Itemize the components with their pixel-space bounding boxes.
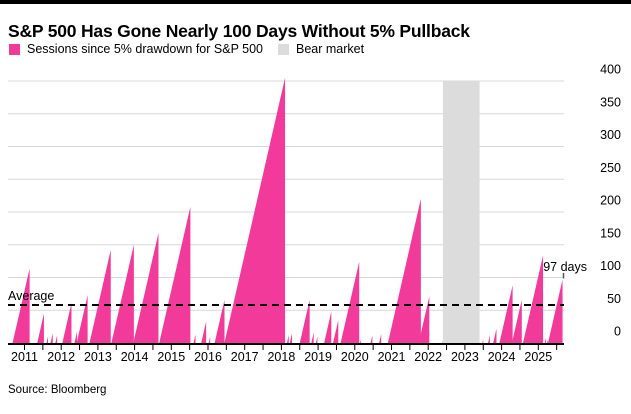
drawdown-run-18 xyxy=(289,333,293,343)
y-axis-label-300: 300 xyxy=(600,128,621,142)
drawdown-run-0 xyxy=(12,268,30,343)
x-axis-label-2024: 2024 xyxy=(488,350,516,364)
source-credit: Source: Bloomberg xyxy=(8,384,107,396)
x-axis-label-2019: 2019 xyxy=(304,350,332,364)
x-axis-label-2015: 2015 xyxy=(157,350,185,364)
current-run-annotation: 97 days xyxy=(543,260,587,274)
drawdown-run-35 xyxy=(493,328,497,343)
drawdown-run-25 xyxy=(360,339,362,343)
x-axis-label-2016: 2016 xyxy=(194,350,222,364)
x-axis-label-2014: 2014 xyxy=(121,350,149,364)
y-axis-label-0: 0 xyxy=(614,325,621,339)
drawdown-run-6 xyxy=(74,331,77,343)
bear-market-band xyxy=(442,81,480,343)
x-axis-label-2011: 2011 xyxy=(11,350,38,364)
y-axis-label-150: 150 xyxy=(600,226,621,240)
drawdown-run-4 xyxy=(55,335,58,343)
legend-swatch-bear-market xyxy=(278,43,290,55)
x-axis-label-2017: 2017 xyxy=(231,350,259,364)
drawdown-run-2 xyxy=(46,336,48,343)
drawdown-run-33 xyxy=(482,339,484,343)
x-axis-label-2023: 2023 xyxy=(451,350,479,364)
drawdown-run-15 xyxy=(214,299,225,343)
drawdown-run-28 xyxy=(387,198,421,343)
drawdown-run-10 xyxy=(133,232,159,343)
drawdown-run-8 xyxy=(89,249,111,343)
x-axis-label-2025: 2025 xyxy=(524,350,552,364)
drawdown-run-24 xyxy=(340,261,360,343)
y-axis-label-250: 250 xyxy=(600,161,621,175)
drawdown-run-20 xyxy=(311,332,314,343)
drawdown-run-39 xyxy=(522,255,544,343)
y-axis-label-400: 400 xyxy=(600,63,621,77)
drawdown-run-21 xyxy=(315,336,318,343)
drawdown-run-26 xyxy=(370,335,373,343)
drawdown-run-23 xyxy=(333,320,339,343)
x-axis-label-2012: 2012 xyxy=(47,350,75,364)
y-axis-label-100: 100 xyxy=(600,259,621,273)
drawdown-run-5 xyxy=(62,303,72,343)
drawdown-run-41 xyxy=(546,339,548,343)
drawdown-run-36 xyxy=(499,285,513,343)
drawdown-run-9 xyxy=(111,244,134,343)
x-axis-label-2022: 2022 xyxy=(414,350,442,364)
drawdown-run-42 xyxy=(547,279,563,343)
legend-label-bear-market: Bear market xyxy=(296,42,365,56)
drawdown-run-7 xyxy=(76,295,88,343)
legend-swatch-sessions xyxy=(9,43,20,55)
drawdown-run-13 xyxy=(201,321,207,343)
drawdown-run-14 xyxy=(208,336,211,343)
drawdown-run-27 xyxy=(379,333,382,343)
drawdown-run-17 xyxy=(286,335,289,343)
drawdown-run-40 xyxy=(544,337,547,343)
x-axis-label-2013: 2013 xyxy=(84,350,112,364)
average-line-label: Average xyxy=(8,289,55,303)
y-axis-label-350: 350 xyxy=(600,95,621,109)
drawdown-run-12 xyxy=(193,334,196,343)
y-axis-label-50: 50 xyxy=(607,292,621,306)
drawdown-run-37 xyxy=(511,299,522,343)
drawdown-run-11 xyxy=(159,206,191,343)
x-axis-label-2018: 2018 xyxy=(267,350,295,364)
chart-title: S&P 500 Has Gone Nearly 100 Days Without… xyxy=(8,20,470,41)
x-axis-label-2021: 2021 xyxy=(378,350,406,364)
drawdown-run-34 xyxy=(488,335,490,343)
legend-label-sessions: Sessions since 5% drawdown for S&P 500 xyxy=(27,42,264,56)
top-rule xyxy=(0,0,631,4)
y-axis-label-200: 200 xyxy=(600,194,621,208)
drawdown-run-22 xyxy=(324,311,332,343)
drawdown-run-29 xyxy=(418,296,430,343)
drawdown-run-19 xyxy=(299,299,310,343)
x-axis-label-2020: 2020 xyxy=(341,350,369,364)
drawdown-run-3 xyxy=(50,333,53,343)
drawdown-run-1 xyxy=(37,313,44,343)
drawdown-run-16 xyxy=(224,77,286,343)
legend: Sessions since 5% drawdown for S&P 500 B… xyxy=(9,42,379,56)
